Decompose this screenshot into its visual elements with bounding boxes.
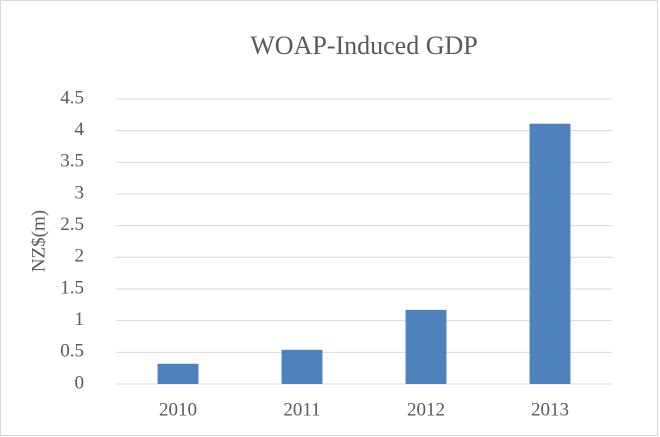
y-axis-label: NZ$(m) [28, 210, 49, 272]
x-tick-label: 2012 [407, 399, 445, 420]
y-tick-label: 1.5 [60, 277, 84, 298]
x-tick-label: 2011 [283, 399, 320, 420]
bar [405, 309, 447, 384]
y-tick-label: 0 [75, 372, 85, 393]
y-tick-label: 3 [75, 182, 85, 203]
y-tick-label: 2.5 [60, 214, 84, 235]
y-tick-label: 4.5 [60, 87, 84, 108]
y-tick-label: 0.5 [60, 341, 84, 362]
bar [529, 123, 571, 384]
x-tick-label: 2013 [531, 399, 569, 420]
bar [157, 363, 199, 384]
y-tick-label: 3.5 [60, 151, 84, 172]
x-tick-label: 2010 [159, 399, 197, 420]
chart-title: WOAP-Induced GDP [250, 31, 477, 60]
y-tick-label: 1 [75, 309, 85, 330]
bar [281, 349, 323, 384]
y-tick-label: 2 [75, 246, 85, 267]
y-tick-label: 4 [75, 119, 85, 140]
